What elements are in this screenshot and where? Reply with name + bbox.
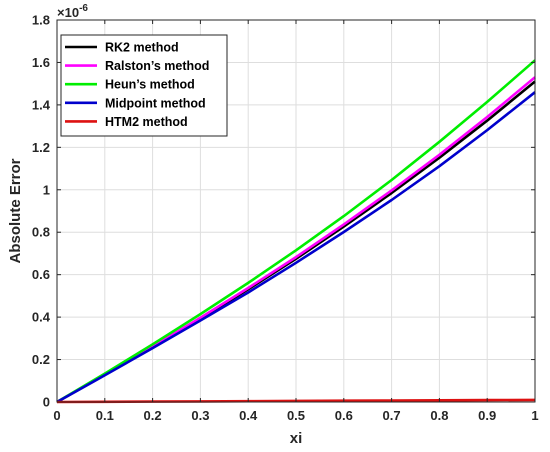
legend: RK2 method Ralston’s method Heun’s method M…	[60, 34, 228, 137]
y-tick-label: 0.6	[32, 267, 50, 282]
x-tick-label: 0.6	[335, 408, 353, 423]
legend-box	[60, 34, 228, 137]
legend-entry-label: Heun’s method	[105, 78, 195, 92]
y-exponent-power: -6	[79, 3, 88, 14]
legend-entry-label: RK2 method	[105, 41, 179, 55]
x-tick-label: 0.2	[144, 408, 162, 423]
x-tick-label: 0.4	[239, 408, 258, 423]
x-axis-ticks: 0 0.1 0.2 0.3 0.4 0.5 0.6 0.7 0.8 0.9 1	[53, 20, 539, 423]
y-tick-label: 1.2	[32, 140, 50, 155]
y-axis-label: Absolute Error	[7, 158, 24, 263]
y-tick-label: 0.2	[32, 352, 50, 367]
x-tick-label: 0.1	[96, 408, 114, 423]
series-lines	[56, 59, 536, 404]
x-tick-label: 0	[53, 408, 60, 423]
legend-entry-label: Midpoint method	[105, 96, 206, 110]
x-tick-label: 0.5	[287, 408, 305, 423]
y-tick-label: 1.8	[32, 13, 50, 28]
y-tick-label: 1.4	[32, 97, 51, 112]
series-line-midpoint-method	[56, 91, 536, 404]
y-exponent-label: ×10-6	[57, 3, 88, 20]
x-tick-label: 0.7	[383, 408, 401, 423]
y-tick-label: 0	[43, 395, 50, 410]
y-tick-label: 0.8	[32, 225, 50, 240]
y-tick-label: 1.6	[32, 55, 50, 70]
legend-entry-label: Ralston’s method	[105, 59, 209, 73]
x-axis-label: xi	[290, 430, 303, 447]
y-exponent-base: ×10	[57, 5, 79, 20]
x-tick-label: 0.3	[191, 408, 209, 423]
x-tick-label: 0.9	[478, 408, 496, 423]
y-tick-label: 1	[43, 182, 50, 197]
y-axis-ticks: 0 0.2 0.4 0.6 0.8 1 1.2 1.4 1.6 1.8	[32, 13, 535, 410]
series-line-heun-s-method	[56, 59, 536, 404]
x-tick-label: 1	[531, 408, 538, 423]
x-tick-label: 0.8	[430, 408, 448, 423]
y-tick-label: 0.4	[32, 310, 51, 325]
legend-entry-label: HTM2 method	[105, 115, 188, 129]
